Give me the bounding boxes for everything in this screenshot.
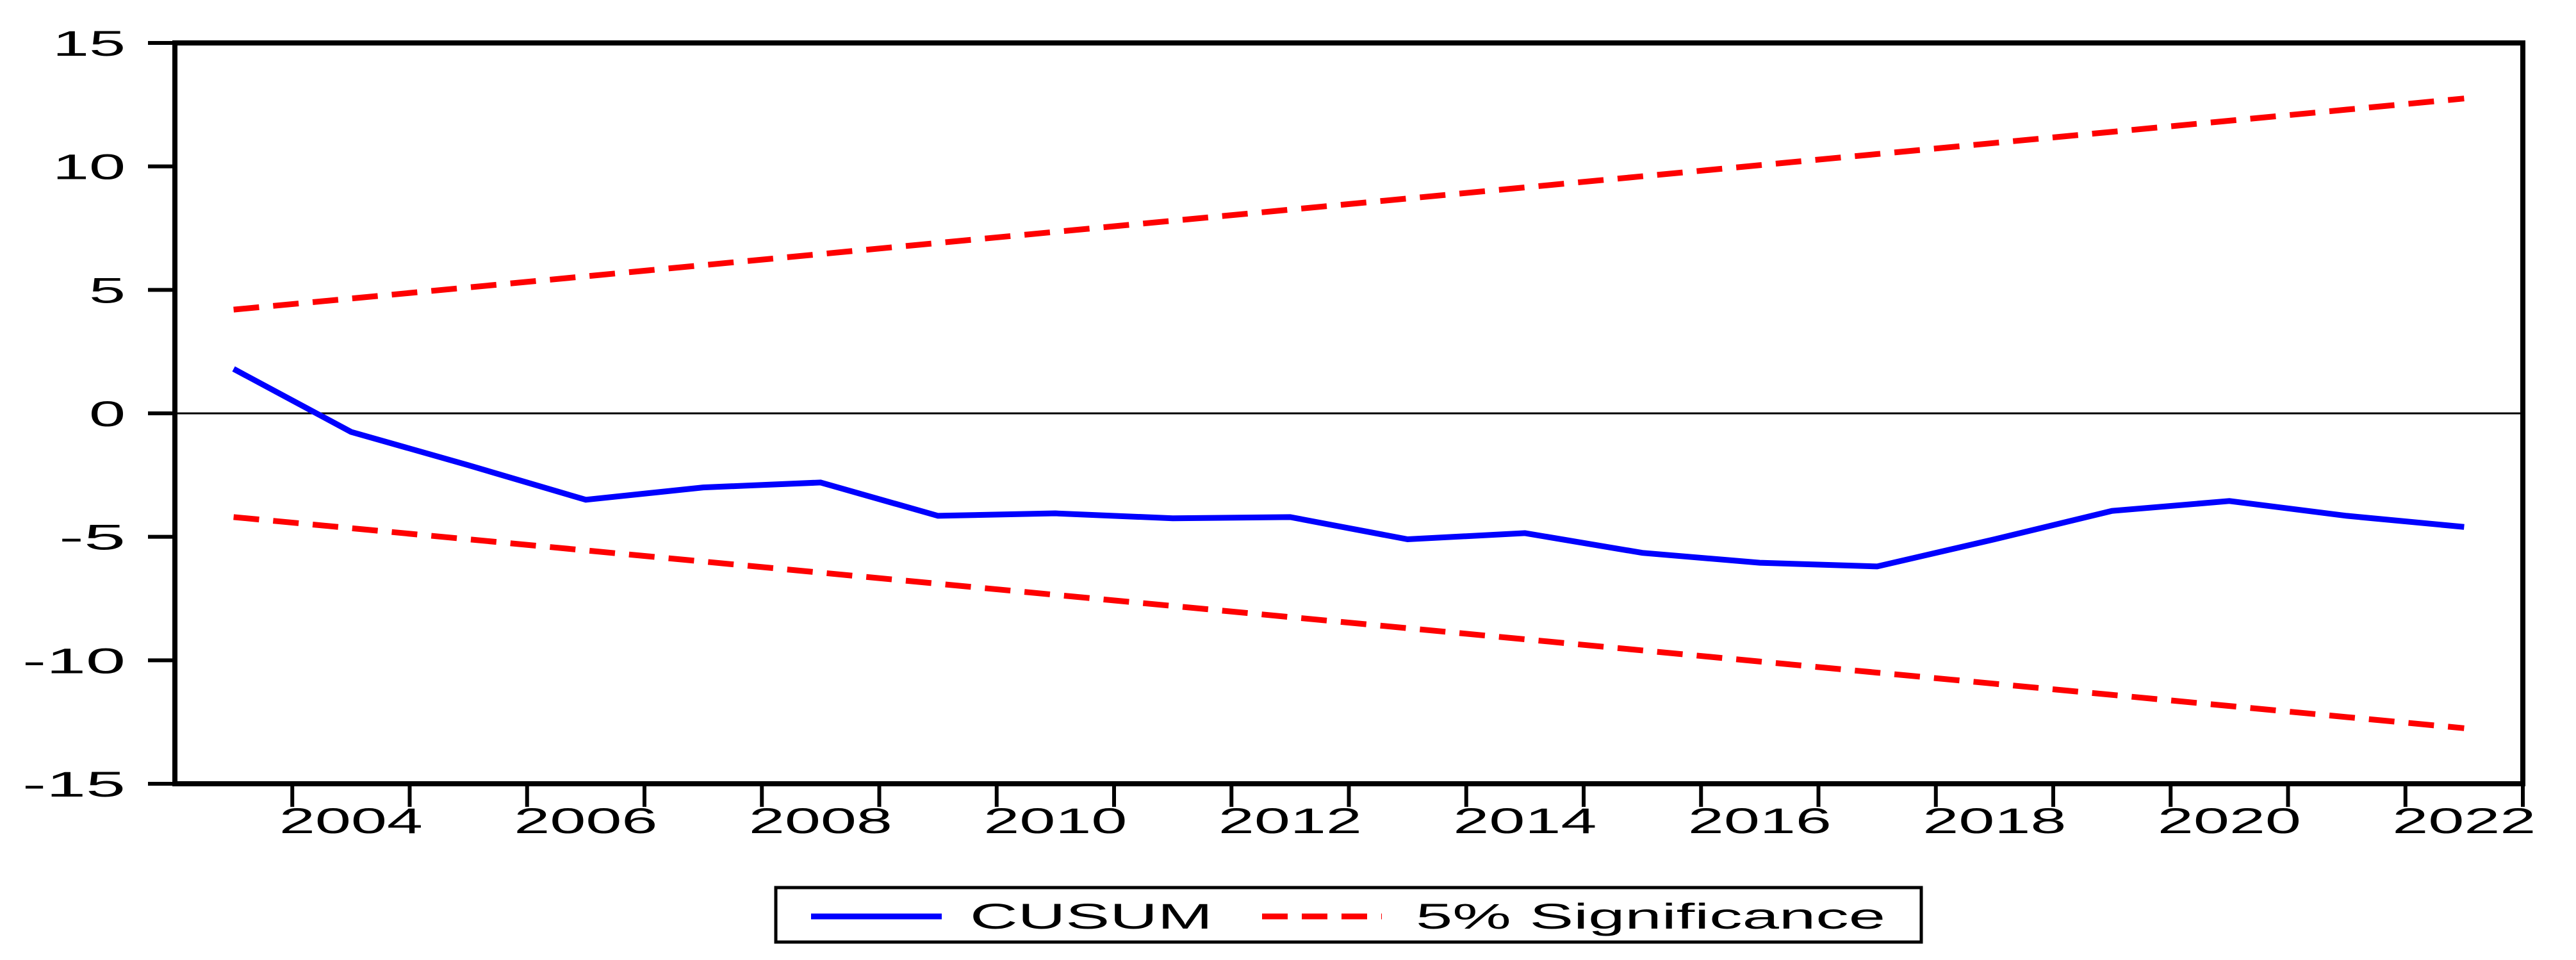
legend-cusum-label: CUSUM — [970, 896, 1213, 936]
legend-significance-label: 5% Significance — [1416, 896, 1885, 936]
x-axis-tick-label: 2010 — [983, 800, 1127, 841]
x-axis-tick-label: 2014 — [1453, 800, 1596, 841]
axes-layer: 15 10 5 0 -5 -10 -15 2004 2006 2008 2010 2012 2014 20… — [22, 23, 2536, 841]
series-layer — [232, 95, 2465, 731]
plot-border — [172, 40, 2525, 786]
x-axis-tick-label: 2004 — [279, 800, 423, 841]
x-axis-tick-label: 2018 — [1923, 800, 2066, 841]
y-axis-tick-label: 10 — [53, 147, 126, 187]
significance-bound-line — [233, 95, 2465, 313]
y-axis-tick-label: 0 — [89, 393, 126, 434]
y-axis-tick-label: -10 — [22, 640, 126, 681]
significance-bound-line — [233, 514, 2465, 731]
y-axis-tick-label: -15 — [22, 764, 126, 804]
x-axis-tick-label: 2016 — [1688, 800, 1832, 841]
x-axis-tick-label: 2008 — [749, 800, 892, 841]
x-axis-tick-label: 2006 — [514, 800, 657, 841]
y-axis-tick-label: 15 — [53, 23, 126, 63]
x-axis-tick-label: 2020 — [2158, 800, 2301, 841]
x-axis-tick-label: 2022 — [2392, 800, 2536, 841]
y-axis-tick-label: 5 — [89, 270, 126, 310]
cusum-series-line — [232, 366, 2465, 570]
y-axis-tick-label: -5 — [59, 517, 126, 558]
legend: CUSUM 5% Significance — [774, 886, 1923, 944]
x-axis-tick-label: 2012 — [1218, 800, 1362, 841]
